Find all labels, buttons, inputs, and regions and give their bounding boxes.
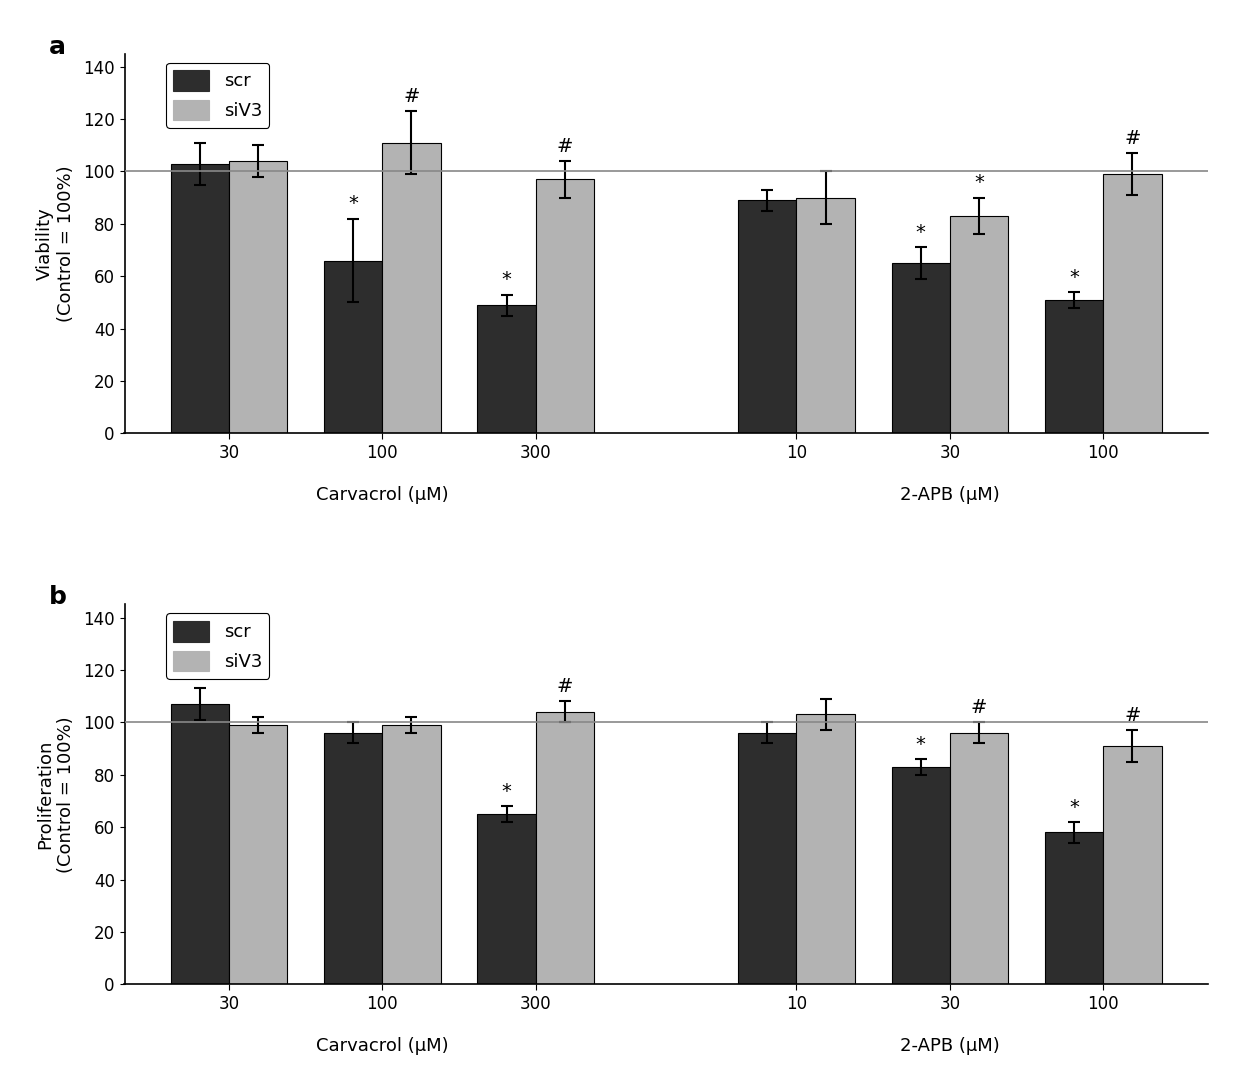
Bar bbox=[797, 198, 855, 433]
Text: #: # bbox=[971, 698, 987, 717]
Text: *: * bbox=[502, 271, 512, 289]
Text: #: # bbox=[1124, 128, 1140, 148]
Bar bbox=[229, 160, 288, 433]
Text: 2-APB (μM): 2-APB (μM) bbox=[900, 1037, 1000, 1055]
Bar bbox=[171, 704, 229, 984]
Text: *: * bbox=[349, 195, 359, 213]
Bar bbox=[1045, 832, 1103, 984]
Text: #: # bbox=[1124, 706, 1140, 725]
Y-axis label: Proliferation
(Control = 100%): Proliferation (Control = 100%) bbox=[36, 716, 75, 873]
Bar bbox=[891, 263, 950, 433]
Text: Carvacrol (μM): Carvacrol (μM) bbox=[316, 486, 448, 504]
Bar bbox=[535, 180, 594, 433]
Bar bbox=[477, 305, 535, 433]
Text: 2-APB (μM): 2-APB (μM) bbox=[900, 486, 1000, 504]
Text: b: b bbox=[49, 585, 66, 610]
Bar bbox=[229, 725, 288, 984]
Bar bbox=[324, 733, 382, 984]
Bar bbox=[1103, 174, 1162, 433]
Bar bbox=[950, 733, 1008, 984]
Text: *: * bbox=[916, 224, 926, 242]
Y-axis label: Viability
(Control = 100%): Viability (Control = 100%) bbox=[36, 165, 75, 322]
Legend: scr, siV3: scr, siV3 bbox=[166, 62, 269, 127]
Bar bbox=[1103, 746, 1162, 984]
Bar bbox=[382, 725, 441, 984]
Text: *: * bbox=[916, 735, 926, 753]
Bar bbox=[797, 715, 855, 984]
Text: *: * bbox=[1069, 268, 1079, 287]
Bar bbox=[324, 260, 382, 433]
Bar bbox=[1045, 300, 1103, 433]
Bar bbox=[891, 767, 950, 984]
Bar bbox=[950, 216, 1008, 433]
Text: #: # bbox=[557, 137, 573, 156]
Text: Carvacrol (μM): Carvacrol (μM) bbox=[316, 1037, 448, 1055]
Bar bbox=[477, 814, 535, 984]
Bar bbox=[171, 164, 229, 433]
Bar bbox=[535, 712, 594, 984]
Text: *: * bbox=[1069, 798, 1079, 816]
Text: #: # bbox=[403, 87, 420, 106]
Bar bbox=[738, 200, 797, 433]
Text: a: a bbox=[49, 34, 66, 59]
Text: *: * bbox=[502, 782, 512, 801]
Bar bbox=[382, 142, 441, 433]
Text: *: * bbox=[974, 173, 984, 193]
Bar bbox=[738, 733, 797, 984]
Text: #: # bbox=[557, 677, 573, 697]
Legend: scr, siV3: scr, siV3 bbox=[166, 613, 269, 678]
